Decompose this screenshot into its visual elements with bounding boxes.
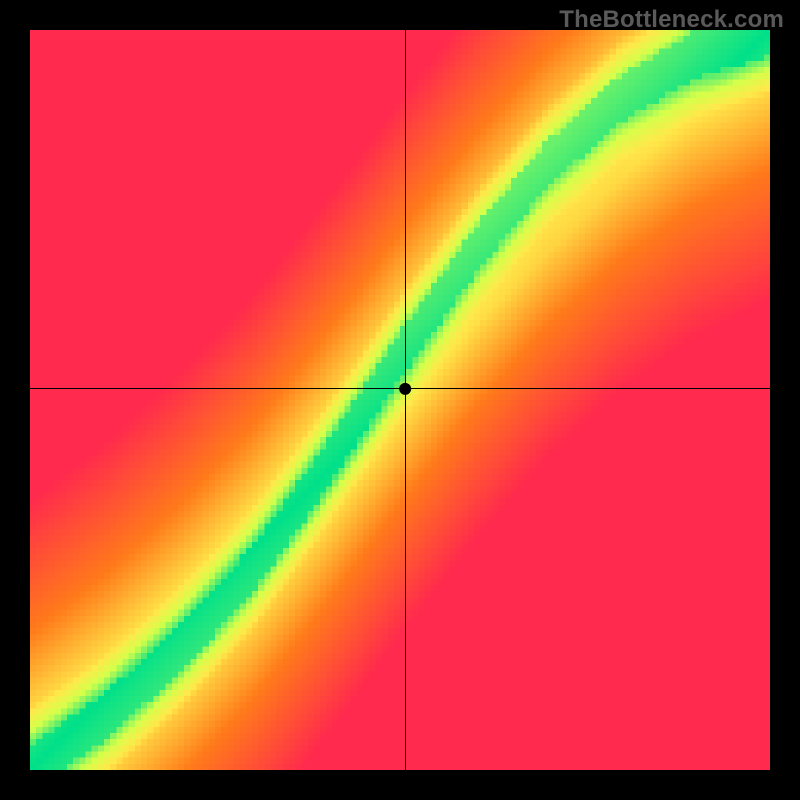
- marker-dot: [399, 383, 411, 395]
- chart-frame: TheBottleneck.com: [0, 0, 800, 800]
- heatmap-plot: [30, 30, 770, 770]
- crosshair-marker: [30, 30, 770, 770]
